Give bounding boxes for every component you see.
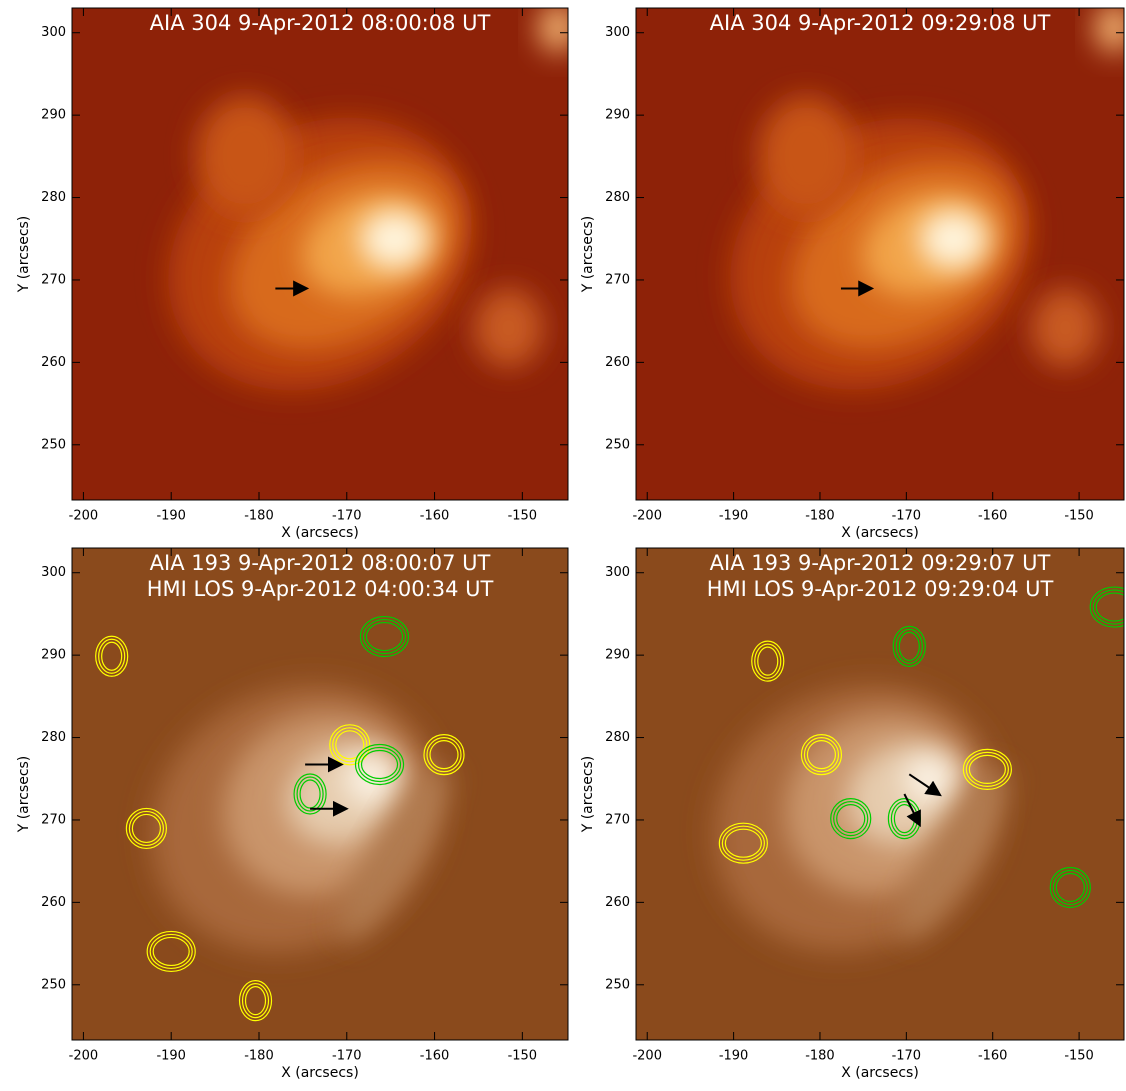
x-tick-label: -180 bbox=[244, 1049, 274, 1064]
panel-subtitle: HMI LOS 9-Apr-2012 09:29:04 UT bbox=[707, 577, 1054, 601]
x-tick-label: -190 bbox=[156, 1049, 186, 1064]
solar-image bbox=[72, 548, 568, 1040]
y-axis-label: Y (arcsecs) bbox=[580, 756, 596, 834]
y-tick-label: 260 bbox=[605, 355, 630, 370]
y-tick-label: 250 bbox=[41, 977, 66, 992]
y-tick-label: 290 bbox=[41, 108, 66, 123]
x-axis-label: X (arcsecs) bbox=[281, 525, 359, 541]
x-tick-label: -160 bbox=[420, 509, 450, 524]
y-axis-label: Y (arcsecs) bbox=[16, 216, 32, 294]
x-tick-label: -160 bbox=[420, 1049, 450, 1064]
emission bbox=[196, 97, 295, 215]
y-tick-label: 300 bbox=[41, 565, 66, 580]
solar-image bbox=[636, 3, 1126, 500]
emission bbox=[360, 210, 429, 269]
x-tick-label: -200 bbox=[69, 1049, 99, 1064]
y-axis-label: Y (arcsecs) bbox=[16, 756, 32, 834]
x-tick-label: -150 bbox=[1064, 1049, 1094, 1064]
y-tick-label: 270 bbox=[605, 272, 630, 287]
x-tick-label: -190 bbox=[719, 509, 749, 524]
solar-image bbox=[72, 3, 578, 500]
x-axis-label: X (arcsecs) bbox=[841, 525, 919, 541]
panel: -200 -190 -180 -170 -160 -150 250 260 270 280 290 3… bbox=[580, 548, 1126, 1081]
emission bbox=[538, 3, 578, 52]
x-axis-label: X (arcsecs) bbox=[841, 1065, 919, 1081]
y-tick-label: 290 bbox=[41, 648, 66, 663]
y-tick-label: 270 bbox=[41, 812, 66, 827]
y-tick-label: 270 bbox=[605, 812, 630, 827]
emission bbox=[919, 210, 987, 269]
y-axis-label: Y (arcsecs) bbox=[580, 216, 596, 294]
x-tick-label: -200 bbox=[632, 1049, 662, 1064]
emission bbox=[474, 288, 543, 367]
panel-subtitle: HMI LOS 9-Apr-2012 04:00:34 UT bbox=[147, 577, 494, 601]
figure: -200 -190 -180 -170 -160 -150 250 260 270 280 290 3… bbox=[0, 0, 1126, 1087]
x-tick-label: -160 bbox=[978, 1049, 1008, 1064]
x-tick-label: -180 bbox=[805, 1049, 835, 1064]
emission bbox=[758, 97, 856, 215]
y-tick-label: 290 bbox=[605, 648, 630, 663]
x-tick-label: -170 bbox=[332, 509, 362, 524]
y-tick-label: 250 bbox=[605, 977, 630, 992]
panel-title: AIA 304 9-Apr-2012 08:00:08 UT bbox=[150, 11, 491, 35]
y-tick-label: 300 bbox=[41, 25, 66, 40]
y-tick-label: 260 bbox=[41, 355, 66, 370]
x-axis-label: X (arcsecs) bbox=[281, 1065, 359, 1081]
x-tick-label: -150 bbox=[508, 509, 538, 524]
x-tick-label: -150 bbox=[1064, 509, 1094, 524]
y-tick-label: 300 bbox=[605, 565, 630, 580]
y-tick-label: 270 bbox=[41, 272, 66, 287]
panel-title: AIA 304 9-Apr-2012 09:29:08 UT bbox=[710, 11, 1051, 35]
panel: -200 -190 -180 -170 -160 -150 250 260 270 280 290 3… bbox=[16, 3, 578, 541]
panel: -200 -190 -180 -170 -160 -150 250 260 270 280 290 3… bbox=[580, 3, 1126, 541]
y-tick-label: 280 bbox=[605, 730, 630, 745]
solar-image bbox=[636, 548, 1126, 1040]
y-tick-label: 280 bbox=[41, 730, 66, 745]
y-tick-label: 260 bbox=[605, 895, 630, 910]
x-tick-label: -170 bbox=[332, 1049, 362, 1064]
y-tick-label: 250 bbox=[41, 437, 66, 452]
y-tick-label: 280 bbox=[605, 190, 630, 205]
x-tick-label: -160 bbox=[978, 509, 1008, 524]
y-tick-label: 290 bbox=[605, 108, 630, 123]
panel-title: AIA 193 9-Apr-2012 09:29:07 UT bbox=[710, 551, 1051, 575]
panel: -200 -190 -180 -170 -160 -150 250 260 270 280 290 3… bbox=[16, 548, 568, 1081]
emission bbox=[904, 755, 953, 804]
y-tick-label: 260 bbox=[41, 895, 66, 910]
panel-title: AIA 193 9-Apr-2012 08:00:07 UT bbox=[150, 551, 491, 575]
x-tick-label: -170 bbox=[892, 1049, 922, 1064]
x-tick-label: -180 bbox=[805, 509, 835, 524]
x-tick-label: -180 bbox=[244, 509, 274, 524]
emission bbox=[1031, 288, 1099, 367]
y-tick-label: 280 bbox=[41, 190, 66, 205]
y-tick-label: 250 bbox=[605, 437, 630, 452]
x-tick-label: -200 bbox=[69, 509, 99, 524]
x-tick-label: -200 bbox=[632, 509, 662, 524]
x-tick-label: -190 bbox=[156, 509, 186, 524]
x-tick-label: -150 bbox=[508, 1049, 538, 1064]
x-tick-label: -170 bbox=[892, 509, 922, 524]
y-tick-label: 300 bbox=[605, 25, 630, 40]
x-tick-label: -190 bbox=[719, 1049, 749, 1064]
